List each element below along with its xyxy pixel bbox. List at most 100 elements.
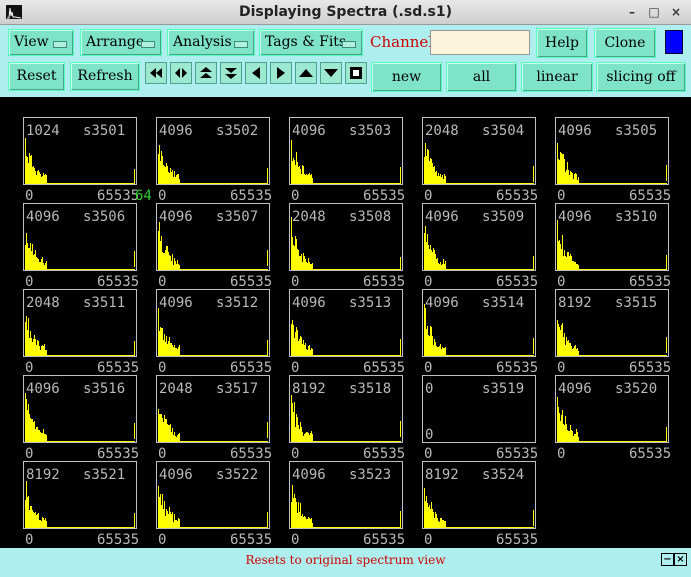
spectrum-cell[interactable]: 4096 s3523 0 65535: [289, 461, 419, 548]
spectrum-cell[interactable]: 8192 s3524 0 65535: [422, 461, 552, 548]
spectrum-plot[interactable]: 4096 s3510: [555, 203, 669, 271]
spectrum-plot[interactable]: 2048 s3508: [289, 203, 403, 271]
arrange-menu-button[interactable]: Arrange: [80, 29, 162, 56]
spectrum-plot[interactable]: 4096 s3509: [422, 203, 536, 271]
histogram-bar: [39, 520, 40, 527]
spectrum-plot[interactable]: 4096 s3523: [289, 461, 403, 529]
spectrum-plot[interactable]: 2048 s3511: [23, 289, 137, 357]
spectrum-header: 4096 s3503: [292, 123, 391, 139]
spectrum-plot[interactable]: 4096 s3514: [422, 289, 536, 357]
spectrum-plot[interactable]: 8192 s3521: [23, 461, 137, 529]
histogram-bar: [163, 165, 164, 183]
spectrum-cell[interactable]: 8192 s3521 0 65535: [23, 461, 153, 548]
view-menu-button[interactable]: View: [8, 29, 74, 56]
histogram-bar: [161, 328, 162, 355]
spectrum-cell[interactable]: 4096 s3520 0 65535: [555, 375, 685, 462]
spectrum-plot[interactable]: 4096 s3516: [23, 375, 137, 443]
spectrum-plot[interactable]: 4096 s3507: [156, 203, 270, 271]
spectrum-plot[interactable]: 8192 s3524: [422, 461, 536, 529]
minimize-icon[interactable]: –: [629, 5, 635, 19]
spectrum-cell[interactable]: 4096 s3506 0 65535: [23, 203, 153, 290]
axis-max-label: 65535: [629, 446, 672, 462]
spectrum-cell[interactable]: 8192 s3518 0 65535: [289, 375, 419, 462]
spectrum-plot[interactable]: 8192 s3515: [555, 289, 669, 357]
histogram-bar: [574, 434, 575, 441]
spectrum-cell[interactable]: 4096 s3516 0 65535: [23, 375, 153, 462]
histogram-bar: [159, 145, 160, 183]
histogram-bar: [307, 432, 308, 441]
spectrum-plot[interactable]: 4096 s3502: [156, 117, 270, 185]
analysis-menu-button[interactable]: Analysis: [167, 29, 255, 56]
spectrum-plot[interactable]: 2048 s3504: [422, 117, 536, 185]
linear-button[interactable]: linear: [521, 62, 593, 92]
spectrum-cell[interactable]: 4096 s3507 0 65535: [156, 203, 286, 290]
axis-max-label: 65535: [629, 188, 672, 204]
histogram-bar: [301, 516, 302, 527]
spectrum-plot[interactable]: 4096 s3505: [555, 117, 669, 185]
histogram-baseline: [158, 183, 268, 184]
left-icon[interactable]: [245, 62, 267, 84]
help-button[interactable]: Help: [536, 28, 588, 58]
histogram-bar: [562, 323, 563, 355]
spectrum-plot[interactable]: 4096 s3513: [289, 289, 403, 357]
histogram-bar: [666, 165, 667, 181]
clone-button[interactable]: Clone: [594, 28, 656, 58]
reset-button[interactable]: Reset: [8, 62, 65, 91]
scroll-down-fast-icon[interactable]: [220, 62, 242, 84]
spectrum-cell[interactable]: 2048 s3508 0 65535: [289, 203, 419, 290]
spectrum-cell[interactable]: 2048 s3511 0 65535: [23, 289, 153, 376]
spectrum-cell[interactable]: 4096 s3509 0 65535: [422, 203, 552, 290]
maximize-icon[interactable]: □: [648, 5, 660, 19]
slicing-button[interactable]: slicing off: [596, 62, 686, 92]
up-icon[interactable]: [295, 62, 317, 84]
histogram-bar: [568, 431, 569, 441]
channel-input[interactable]: [430, 30, 530, 55]
histogram-bar: [36, 345, 37, 355]
spectrum-cell[interactable]: 4096 s3513 0 65535: [289, 289, 419, 376]
spectrum-cell[interactable]: 4096 s3503 0 65535: [289, 117, 419, 204]
stop-icon[interactable]: [345, 62, 367, 84]
prev-page-icon[interactable]: [170, 62, 192, 84]
first-icon[interactable]: [145, 62, 167, 84]
spectrum-plot[interactable]: 4096 s3506: [23, 203, 137, 271]
histogram-bar: [165, 419, 166, 441]
new-button[interactable]: new: [371, 62, 442, 92]
spectrum-plot[interactable]: 4096 s3522: [156, 461, 270, 529]
spectrum-max-count: 8192: [292, 381, 326, 397]
color-swatch[interactable]: [665, 30, 683, 54]
spectrum-canvas[interactable]: 1024 s3501 0 65535 4096 s3502 0 65535 4096 s3503 0…: [4, 98, 687, 548]
spectrum-cell[interactable]: 4096 s3505 0 65535: [555, 117, 685, 204]
spectrum-cell[interactable]: 4096 s3502 0 65535: [156, 117, 286, 204]
spectrum-plot[interactable]: 0 s3519 0: [422, 375, 536, 443]
down-icon[interactable]: [320, 62, 342, 84]
spectrum-plot[interactable]: 2048 s3517: [156, 375, 270, 443]
spectrum-cell[interactable]: 4096 s3510 0 65535: [555, 203, 685, 290]
histogram-bar: [444, 264, 445, 269]
spectrum-cell[interactable]: 1024 s3501 0 65535: [23, 117, 153, 204]
spectrum-plot[interactable]: 1024 s3501: [23, 117, 137, 185]
scroll-up-fast-icon[interactable]: [195, 62, 217, 84]
spectrum-cell[interactable]: 4096 s3522 0 65535: [156, 461, 286, 548]
spectrum-cell[interactable]: 2048 s3504 0 65535: [422, 117, 552, 204]
spectrum-cell[interactable]: 4096 s3514 0 65535: [422, 289, 552, 376]
histogram-bar: [43, 263, 44, 269]
all-button[interactable]: all: [446, 62, 517, 92]
histogram-bar: [559, 413, 560, 441]
right-icon[interactable]: [270, 62, 292, 84]
histogram-bar: [164, 166, 165, 183]
spectrum-cell[interactable]: 0 s3519 0 0 65535: [422, 375, 552, 462]
spectrum-plot[interactable]: 4096 s3503: [289, 117, 403, 185]
histogram-bar: [25, 322, 26, 355]
spectrum-plot[interactable]: 4096 s3520: [555, 375, 669, 443]
spectrum-cell[interactable]: 2048 s3517 0 65535: [156, 375, 286, 462]
spectrum-plot[interactable]: 4096 s3512: [156, 289, 270, 357]
status-close-icon[interactable]: ×: [674, 553, 687, 566]
close-icon[interactable]: ×: [670, 5, 682, 19]
spectrum-cell[interactable]: 4096 s3512 0 65535: [156, 289, 286, 376]
spectrum-cell[interactable]: 8192 s3515 0 65535: [555, 289, 685, 376]
histogram-bar: [304, 516, 305, 527]
refresh-button[interactable]: Refresh: [70, 62, 140, 91]
spectrum-plot[interactable]: 8192 s3518: [289, 375, 403, 443]
status-minimize-icon[interactable]: −: [661, 553, 674, 566]
tags-fits-menu-button[interactable]: Tags & Fits: [259, 29, 363, 56]
